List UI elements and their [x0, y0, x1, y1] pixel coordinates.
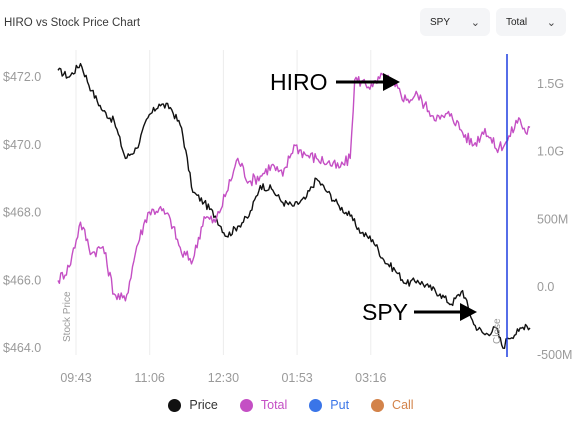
legend-label: Call	[392, 398, 414, 412]
legend-label: Total	[260, 398, 288, 412]
y-left-tick-label: $472.0	[3, 70, 41, 84]
y-right-tick-label: 500M	[537, 212, 568, 226]
series-line-total	[57, 72, 531, 302]
y-left-tick-label: $466.0	[3, 273, 41, 287]
page-title: HIRO vs Stock Price Chart	[4, 17, 141, 29]
type-select-value: Total	[506, 16, 528, 28]
legend-item-total[interactable]: Total	[239, 398, 288, 412]
type-select[interactable]: Total ⌄	[496, 8, 566, 36]
chart-series	[57, 62, 531, 349]
chevron-down-icon: ⌄	[546, 16, 556, 29]
x-tick-label: 03:16	[355, 371, 386, 385]
legend-item-put[interactable]: Put	[309, 398, 349, 412]
spy-arrow-head	[460, 303, 477, 321]
series-line-price	[57, 62, 531, 349]
legend-item-call[interactable]: Call	[371, 398, 414, 412]
x-tick-label: 11:06	[135, 371, 165, 385]
chart-legend: Price Total Put Call	[0, 398, 582, 412]
chevron-down-icon: ⌄	[470, 16, 480, 29]
legend-item-price[interactable]: Price	[168, 398, 218, 412]
y-left-tick-label: $468.0	[3, 206, 41, 220]
y-right-tick-label: 1.5G	[537, 77, 564, 91]
legend-dot-icon	[371, 398, 385, 412]
legend-dot-icon	[309, 398, 323, 412]
legend-label: Put	[330, 398, 350, 412]
marker-label: Close	[492, 318, 503, 344]
legend-dot-icon	[168, 398, 182, 412]
y-right-tick-label: 1.0G	[537, 145, 564, 159]
legend-label: Price	[189, 398, 218, 412]
spy-callout-label: SPY	[362, 299, 408, 325]
x-tick-label: 12:30	[208, 371, 239, 385]
y-left-axis-title: Stock Price	[62, 291, 73, 342]
y-right-tick-label: 0.0	[537, 280, 554, 294]
hiro-callout-label: HIRO	[270, 69, 328, 95]
y-left-tick-label: $470.0	[3, 138, 41, 152]
chart-annotations: Close HIRO SPY	[270, 54, 508, 357]
symbol-select[interactable]: SPY ⌄	[420, 8, 490, 36]
hiro-arrow-head	[383, 73, 400, 91]
x-tick-label: 01:53	[281, 371, 312, 385]
x-tick-label: 09:43	[60, 371, 91, 385]
y-right-tick-label: -500M	[537, 348, 572, 362]
symbol-select-value: SPY	[430, 16, 451, 28]
legend-dot-icon	[239, 398, 253, 412]
hiro-vs-price-chart[interactable]: 09:43 11:06 12:30 01:53 03:16 $472.0 $470.0 $46…	[0, 40, 582, 395]
chart-axes: 09:43 11:06 12:30 01:53 03:16 $472.0 $470.0 $46…	[3, 70, 572, 385]
y-left-tick-label: $464.0	[3, 341, 41, 355]
